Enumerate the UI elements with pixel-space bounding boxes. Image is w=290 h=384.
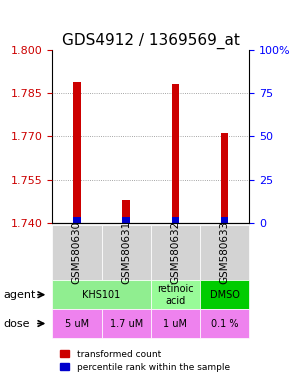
Text: GSM580632: GSM580632 xyxy=(171,221,180,284)
Bar xyxy=(172,217,179,223)
Bar xyxy=(73,217,81,223)
Legend: transformed count, percentile rank within the sample: transformed count, percentile rank withi… xyxy=(57,346,233,376)
Text: 1.7 uM: 1.7 uM xyxy=(110,318,143,329)
Bar xyxy=(221,217,229,223)
Bar xyxy=(122,217,130,223)
Text: retinoic
acid: retinoic acid xyxy=(157,284,194,306)
Bar xyxy=(73,82,81,223)
Text: DMSO: DMSO xyxy=(210,290,240,300)
Text: 5 uM: 5 uM xyxy=(65,318,89,329)
Text: dose: dose xyxy=(3,318,29,329)
Bar xyxy=(221,134,229,223)
Text: GSM580630: GSM580630 xyxy=(72,221,82,284)
Bar xyxy=(172,84,179,223)
Text: agent: agent xyxy=(3,290,35,300)
Bar xyxy=(122,200,130,223)
Text: GSM580633: GSM580633 xyxy=(220,221,230,284)
Title: GDS4912 / 1369569_at: GDS4912 / 1369569_at xyxy=(62,32,240,48)
Text: 1 uM: 1 uM xyxy=(164,318,187,329)
Text: 0.1 %: 0.1 % xyxy=(211,318,238,329)
Text: GSM580631: GSM580631 xyxy=(121,221,131,284)
Text: KHS101: KHS101 xyxy=(82,290,121,300)
